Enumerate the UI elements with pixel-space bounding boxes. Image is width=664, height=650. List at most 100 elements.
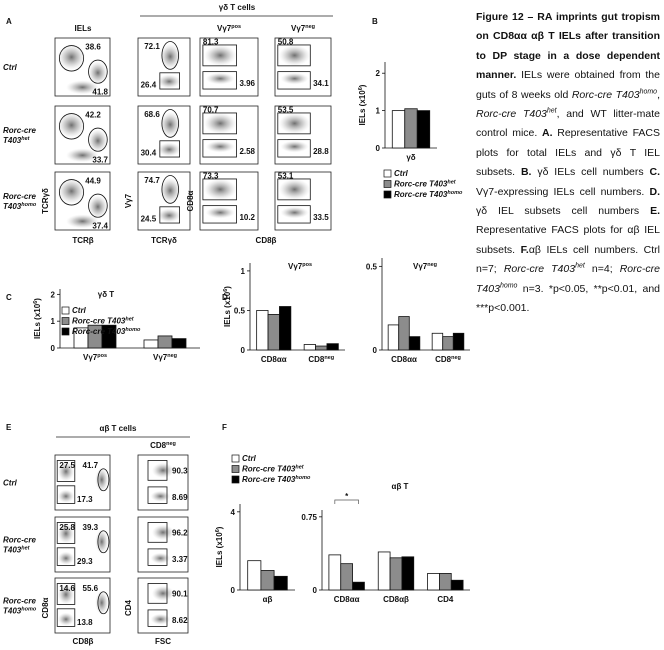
caption-segment: Rorc-cre T403 bbox=[503, 263, 576, 276]
cell-density bbox=[66, 80, 99, 95]
cell-density bbox=[66, 214, 99, 229]
y-tick-label: 1 bbox=[376, 107, 381, 116]
caption-segment: n=4; bbox=[584, 263, 620, 276]
legend-label-part: Rorc-cre T403 bbox=[242, 475, 296, 484]
cell-density bbox=[88, 195, 108, 219]
bar bbox=[427, 573, 440, 591]
y-axis-label: IELs (x106) bbox=[358, 84, 367, 125]
chart-title-sup: pos bbox=[302, 262, 312, 268]
y-axis-label: TCRγδ bbox=[41, 188, 50, 214]
gate-percentage: 30.4 bbox=[141, 148, 157, 157]
row-label-part: T403 bbox=[3, 136, 22, 145]
legend-swatch bbox=[231, 465, 240, 473]
column-title-sup: pos bbox=[231, 24, 241, 30]
x-tick-label-part: Vγ7 bbox=[83, 353, 98, 362]
legend-label-sup: homo bbox=[125, 327, 141, 333]
column-title-sup: neg bbox=[305, 24, 315, 30]
cell-density bbox=[152, 524, 174, 541]
figure-caption: Figure 12 – RA imprints gut tropism on C… bbox=[476, 8, 660, 319]
bar bbox=[326, 343, 339, 351]
y-axis-label-part: ) bbox=[215, 526, 224, 529]
cell-density bbox=[204, 44, 237, 66]
row-label: Ctrl bbox=[3, 63, 18, 72]
cell-density bbox=[88, 61, 108, 85]
legend-label-sup: homo bbox=[295, 475, 311, 481]
gate-percentage: 27.5 bbox=[59, 461, 75, 470]
row-label-part: T403 bbox=[3, 607, 22, 616]
y-axis-label-part: ) bbox=[358, 84, 367, 87]
caption-segment: Rorc-cre T403 bbox=[571, 88, 640, 101]
y-axis-label: IELs (x106) bbox=[223, 286, 232, 327]
gate-percentage: 74.7 bbox=[144, 176, 160, 185]
y-axis-label-sup: 6 bbox=[215, 529, 221, 532]
gate-percentage: 81.3 bbox=[203, 37, 219, 46]
cell-density bbox=[57, 178, 86, 204]
gate-percentage: 41.7 bbox=[83, 461, 99, 470]
x-axis-label: FSC bbox=[155, 637, 171, 646]
y-tick-label: 0.5 bbox=[366, 262, 378, 271]
gate-percentage: 50.8 bbox=[278, 37, 294, 46]
row-label-part: Rorc-cre bbox=[3, 192, 36, 201]
facs-gate bbox=[159, 206, 180, 224]
y-axis-label: CD4 bbox=[124, 599, 133, 616]
caption-segment: γδ IEL subsets cell numbers bbox=[476, 205, 651, 218]
cell-density bbox=[152, 462, 174, 479]
y-tick-label: 1 bbox=[51, 317, 56, 326]
column-title-part: Vγ7 bbox=[291, 24, 306, 33]
gate-percentage: 8.69 bbox=[172, 493, 188, 502]
gate-percentage: 55.6 bbox=[83, 584, 99, 593]
legend-label: Rorc-cre T403homo bbox=[72, 327, 141, 336]
y-tick-label: 0 bbox=[313, 586, 318, 595]
bar bbox=[391, 110, 406, 149]
chart-title-part: Vγ7 bbox=[288, 262, 303, 271]
legend-label-sup: het bbox=[295, 465, 304, 471]
facs-gate bbox=[277, 71, 311, 90]
bar bbox=[452, 332, 465, 351]
facs-gate bbox=[56, 583, 76, 605]
bar bbox=[416, 110, 431, 149]
x-axis-label: CD8β bbox=[256, 236, 277, 245]
gate-percentage: 8.62 bbox=[172, 616, 188, 625]
cell-density bbox=[150, 490, 171, 502]
x-tick-label: αβ bbox=[263, 595, 273, 604]
bar bbox=[352, 581, 365, 591]
legend-label-part: Rorc-cre T403 bbox=[72, 317, 126, 326]
cell-density bbox=[204, 178, 237, 200]
facs-gate bbox=[97, 530, 110, 554]
bar bbox=[398, 316, 410, 351]
caption-segment: Representative FACS plots for total IELs… bbox=[476, 127, 660, 179]
legend-label-part: Ctrl bbox=[242, 454, 257, 463]
caption-segment: αβ IELs cell numbers. Ctrl n=7; bbox=[476, 243, 660, 276]
facs-gate bbox=[56, 522, 76, 544]
facs-gate bbox=[161, 109, 179, 138]
chart-title: Vγ7pos bbox=[288, 262, 312, 271]
gate-percentage: 17.3 bbox=[77, 495, 93, 504]
cell-density bbox=[205, 140, 235, 153]
x-tick-label: CD8αα bbox=[334, 595, 360, 604]
bar bbox=[247, 560, 262, 591]
y-tick-label: 0.75 bbox=[301, 513, 317, 522]
legend-label: Ctrl bbox=[394, 169, 409, 178]
x-tick-label: Vγ7neg bbox=[153, 353, 177, 362]
gate-percentage: 38.6 bbox=[85, 43, 101, 52]
facs-gate bbox=[277, 139, 311, 158]
row-label-part: Rorc-cre bbox=[3, 536, 36, 545]
chart-title: αβ T bbox=[392, 482, 409, 491]
bar bbox=[401, 556, 415, 591]
row-label: T403het bbox=[3, 136, 31, 145]
cell-density bbox=[57, 44, 86, 70]
bar bbox=[101, 324, 117, 349]
row-label: Rorc-cre bbox=[3, 192, 36, 201]
facs-gate bbox=[202, 44, 237, 67]
y-axis-label: CD8α bbox=[41, 597, 50, 618]
gate-percentage: 68.6 bbox=[144, 110, 160, 119]
cell-density bbox=[57, 551, 75, 565]
caption-segment: het bbox=[546, 107, 557, 115]
bar bbox=[279, 306, 292, 351]
legend-label-part: Ctrl bbox=[394, 169, 409, 178]
cell-density bbox=[280, 140, 309, 153]
row-label-part: Rorc-cre bbox=[3, 126, 36, 135]
row-label: T403homo bbox=[3, 202, 37, 211]
column-title: Vγ7pos bbox=[217, 24, 241, 33]
legend-label-part: Rorc-cre T403 bbox=[242, 465, 296, 474]
